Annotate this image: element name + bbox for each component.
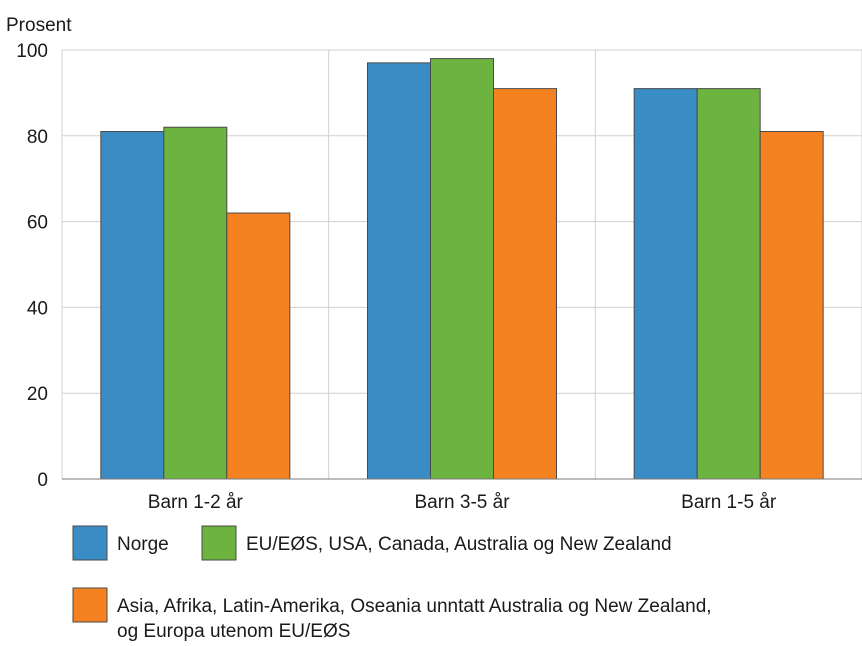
- bar: [759, 131, 824, 480]
- y-axis-unit-label: Prosent: [6, 15, 72, 36]
- legend-swatch: [72, 525, 108, 561]
- legend-label: Asia, Afrika, Latin-Amerika, Oseania unn…: [117, 596, 712, 642]
- x-category-label: Barn 3-5 år: [414, 492, 510, 513]
- legend-swatch: [201, 525, 237, 561]
- bar: [430, 58, 494, 480]
- bar: [226, 212, 291, 480]
- bar: [367, 62, 431, 480]
- y-tick-labels: 0 20 40 60 80 100: [16, 41, 48, 491]
- bar: [163, 126, 228, 480]
- y-tick-label: 20: [27, 384, 48, 405]
- bars: [100, 58, 824, 480]
- legend-label: EU/EØS, USA, Canada, Australia og New Ze…: [246, 534, 672, 555]
- x-category-label: Barn 1-5 år: [681, 492, 777, 513]
- x-category-labels: Barn 1-2 år Barn 3-5 år Barn 1-5 år: [148, 492, 777, 513]
- legend-label: Norge: [117, 534, 169, 555]
- y-tick-label: 40: [27, 298, 48, 319]
- y-tick-label: 0: [37, 470, 48, 491]
- bar: [493, 88, 557, 480]
- y-tick-label: 60: [27, 213, 48, 234]
- legend-swatch: [72, 587, 108, 623]
- x-category-label: Barn 1-2 år: [148, 492, 244, 513]
- bar: [633, 88, 698, 480]
- bar: [100, 131, 165, 480]
- y-tick-label: 100: [16, 41, 48, 62]
- legend: Norge EU/EØS, USA, Canada, Australia og N…: [72, 525, 712, 642]
- bar: [696, 88, 761, 480]
- y-tick-label: 80: [27, 127, 48, 148]
